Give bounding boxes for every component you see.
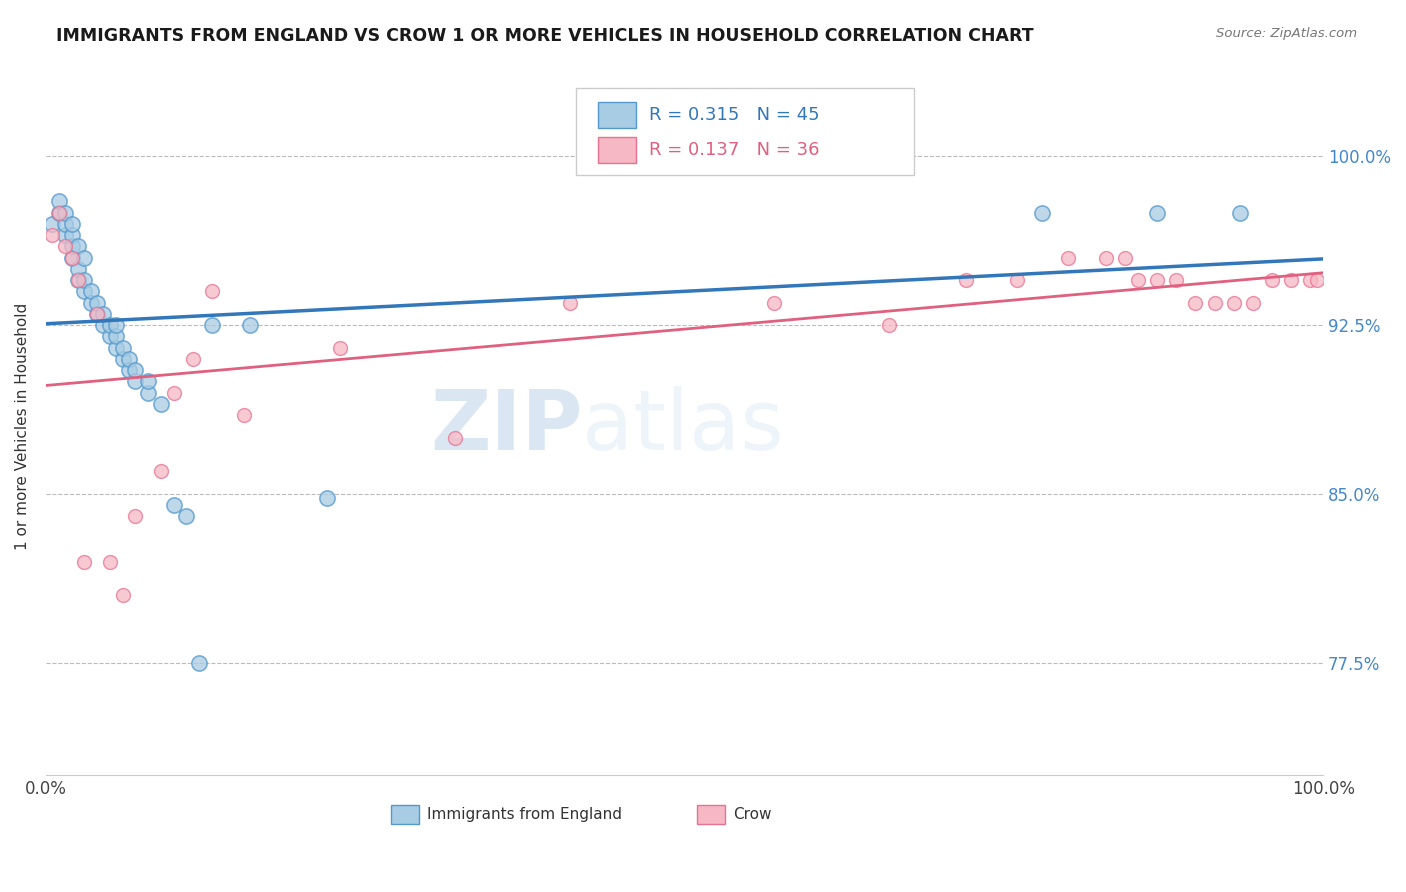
- Bar: [598, 136, 636, 163]
- Point: [66, 273, 89, 287]
- Point: [79, 285, 101, 299]
- Point: [762, 295, 785, 310]
- Point: [118, 351, 141, 366]
- Point: [111, 341, 134, 355]
- Point: [86, 295, 108, 310]
- Point: [181, 351, 204, 366]
- Point: [41, 228, 63, 243]
- Point: [73, 285, 96, 299]
- Point: [105, 329, 128, 343]
- Text: R = 0.315   N = 45: R = 0.315 N = 45: [648, 106, 820, 124]
- Point: [53, 239, 76, 253]
- Point: [48, 205, 70, 219]
- Point: [98, 318, 121, 332]
- FancyBboxPatch shape: [576, 88, 914, 175]
- Text: Immigrants from England: Immigrants from England: [426, 807, 621, 822]
- Point: [1261, 273, 1284, 287]
- Point: [136, 385, 159, 400]
- Point: [1279, 273, 1302, 287]
- Point: [66, 261, 89, 276]
- Point: [124, 509, 146, 524]
- Point: [1031, 205, 1053, 219]
- Point: [124, 363, 146, 377]
- Point: [41, 217, 63, 231]
- Point: [201, 285, 224, 299]
- Point: [53, 205, 76, 219]
- Point: [53, 228, 76, 243]
- Point: [149, 397, 172, 411]
- Point: [1095, 251, 1118, 265]
- Point: [316, 491, 339, 506]
- Point: [66, 273, 89, 287]
- Point: [73, 273, 96, 287]
- Point: [48, 194, 70, 209]
- Text: atlas: atlas: [582, 386, 785, 467]
- Point: [188, 656, 211, 670]
- Point: [1184, 295, 1206, 310]
- Point: [163, 385, 186, 400]
- Text: IMMIGRANTS FROM ENGLAND VS CROW 1 OR MORE VEHICLES IN HOUSEHOLD CORRELATION CHAR: IMMIGRANTS FROM ENGLAND VS CROW 1 OR MOR…: [56, 27, 1033, 45]
- Point: [1229, 205, 1251, 219]
- Point: [1299, 273, 1322, 287]
- Point: [1146, 205, 1168, 219]
- Point: [1204, 295, 1226, 310]
- Point: [1166, 273, 1188, 287]
- Point: [105, 341, 128, 355]
- Point: [1126, 273, 1149, 287]
- Point: [105, 318, 128, 332]
- Point: [98, 554, 121, 568]
- Point: [86, 307, 108, 321]
- Y-axis label: 1 or more Vehicles in Household: 1 or more Vehicles in Household: [15, 302, 30, 550]
- Point: [1306, 273, 1329, 287]
- Point: [176, 509, 198, 524]
- Point: [79, 295, 101, 310]
- Point: [60, 217, 83, 231]
- Point: [443, 431, 465, 445]
- Point: [149, 465, 172, 479]
- Point: [1241, 295, 1264, 310]
- Point: [60, 228, 83, 243]
- Point: [93, 307, 115, 321]
- Point: [66, 239, 89, 253]
- Point: [73, 554, 96, 568]
- Bar: [598, 102, 636, 128]
- Point: [118, 363, 141, 377]
- Text: R = 0.137   N = 36: R = 0.137 N = 36: [648, 141, 820, 159]
- Point: [48, 205, 70, 219]
- Point: [1005, 273, 1028, 287]
- Point: [60, 251, 83, 265]
- Text: ZIP: ZIP: [430, 386, 582, 467]
- Point: [111, 351, 134, 366]
- Point: [239, 318, 262, 332]
- Point: [60, 251, 83, 265]
- Point: [73, 251, 96, 265]
- Point: [955, 273, 977, 287]
- Point: [558, 295, 581, 310]
- Text: Crow: Crow: [733, 807, 772, 822]
- Point: [201, 318, 224, 332]
- Point: [111, 588, 134, 602]
- Point: [86, 307, 108, 321]
- Point: [53, 217, 76, 231]
- Point: [136, 375, 159, 389]
- Point: [98, 329, 121, 343]
- Point: [1056, 251, 1078, 265]
- Point: [60, 239, 83, 253]
- Point: [1114, 251, 1136, 265]
- Point: [232, 408, 254, 422]
- Point: [1146, 273, 1168, 287]
- Bar: [697, 805, 725, 824]
- Point: [329, 341, 352, 355]
- Point: [163, 498, 186, 512]
- Point: [1222, 295, 1244, 310]
- Text: Source: ZipAtlas.com: Source: ZipAtlas.com: [1216, 27, 1357, 40]
- Bar: [391, 805, 419, 824]
- Point: [93, 318, 115, 332]
- Point: [877, 318, 900, 332]
- Point: [124, 375, 146, 389]
